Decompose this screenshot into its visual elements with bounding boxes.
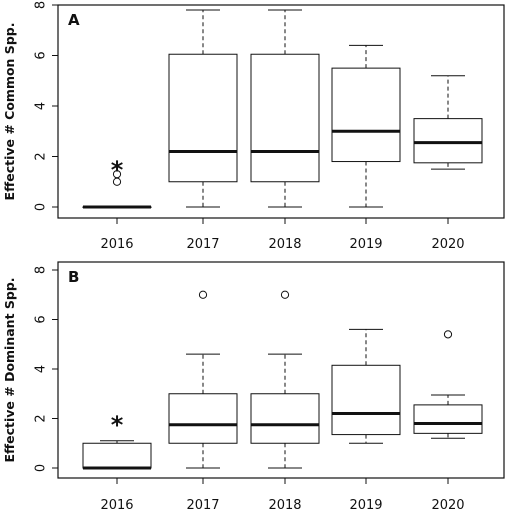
y-axis: 0 2 4 6 8 [34,266,58,472]
outlier-point [280,290,290,299]
box-2017 [168,290,238,469]
x-tick-label: 2020 [431,237,464,252]
y-tick-label: 0 [34,464,49,472]
significance-marker: * [111,156,124,184]
y-tick-label: 8 [34,1,49,9]
box-2020 [413,75,483,170]
x-axis: 2016 2017 2018 2019 2020 [100,217,465,252]
outlier-point [112,170,122,179]
box-2019 [331,328,401,444]
x-tick-label: 2020 [431,498,464,511]
panel-letter: A [68,11,80,29]
box-iqr [250,393,320,444]
panel-letter: B [68,268,79,286]
box-2020 [413,330,483,439]
box-iqr [82,442,152,469]
box-2016: * [82,156,152,209]
significance-marker: * [111,411,124,439]
box-2018 [250,290,320,469]
y-axis: 0 2 4 6 8 [34,1,58,211]
x-tick-label: 2019 [349,498,382,511]
x-tick-label: 2018 [268,498,301,511]
x-tick-label: 2016 [100,237,133,252]
y-axis-label: Effective # Dominant Spp. [2,277,17,462]
box-2017 [168,9,238,208]
x-tick-label: 2018 [268,237,301,252]
box-iqr [168,393,238,444]
y-tick-label: 2 [34,152,49,160]
y-tick-label: 8 [34,266,49,274]
y-tick-label: 4 [34,102,49,110]
box-2019 [331,44,401,208]
box-iqr [413,404,483,434]
x-axis: 2016 2017 2018 2019 2020 [100,477,465,511]
y-tick-label: 2 [34,414,49,422]
box-2018 [250,9,320,208]
box-2016: * [82,411,152,470]
y-tick-label: 0 [34,203,49,211]
box-iqr [331,364,401,436]
outlier-point [443,330,453,339]
box-iqr [413,118,483,164]
y-tick-label: 4 [34,365,49,373]
x-tick-label: 2016 [100,498,133,511]
outlier-point [198,290,208,299]
box-iqr [331,67,401,163]
box-iqr [250,53,320,183]
x-tick-label: 2019 [349,237,382,252]
y-tick-label: 6 [34,315,49,323]
x-tick-label: 2017 [186,237,219,252]
y-tick-label: 6 [34,51,49,59]
x-tick-label: 2017 [186,498,219,511]
y-axis-label: Effective # Common Spp. [2,23,17,201]
box-iqr [168,53,238,183]
